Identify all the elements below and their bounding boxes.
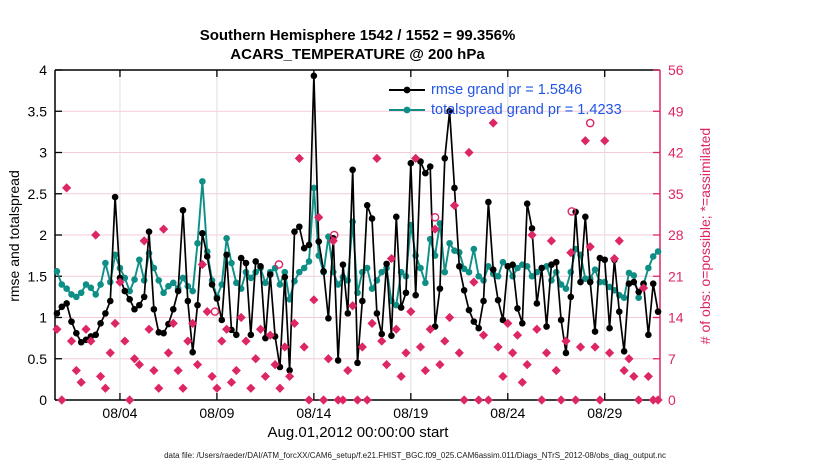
svg-text:1.5: 1.5 <box>28 268 48 284</box>
legend-item-totalspread: totalspread grand pr = 1.4233 <box>388 100 622 120</box>
svg-text:0: 0 <box>668 392 676 408</box>
data-file-caption: data file: /Users/raeder/DAI/ATM_forcXX/… <box>164 451 666 460</box>
svg-text:08/09: 08/09 <box>199 405 234 421</box>
svg-text:0.5: 0.5 <box>28 351 48 367</box>
legend-label-rmse: rmse grand pr = 1.5846 <box>431 82 583 98</box>
svg-text:0: 0 <box>39 392 47 408</box>
svg-text:2: 2 <box>39 227 47 243</box>
right-axis-label: # of obs: o=possible; *=assimilated <box>697 127 713 345</box>
figure-subtitle: ACARS_TEMPERATURE @ 200 hPa <box>230 46 485 63</box>
svg-text:49: 49 <box>668 103 684 119</box>
x-axis-label: Aug.01,2012 00:00:00 start <box>267 424 449 441</box>
left-axis-label: rmse and totalspread <box>6 170 22 302</box>
svg-text:28: 28 <box>668 227 684 243</box>
svg-text:3: 3 <box>39 145 47 161</box>
svg-text:2.5: 2.5 <box>28 186 48 202</box>
svg-text:4: 4 <box>39 62 47 78</box>
svg-text:08/24: 08/24 <box>490 405 525 421</box>
svg-text:08/29: 08/29 <box>587 405 622 421</box>
svg-text:1: 1 <box>39 310 47 326</box>
legend-label-totalspread: totalspread grand pr = 1.4233 <box>431 102 622 118</box>
rmse-line-sample-icon <box>389 86 425 94</box>
svg-text:08/04: 08/04 <box>102 405 137 421</box>
figure-title: Southern Hemisphere 1542 / 1552 = 99.356… <box>199 27 516 44</box>
svg-text:35: 35 <box>668 186 684 202</box>
legend-item-rmse: rmse grand pr = 1.5846 <box>388 80 622 100</box>
legend: rmse grand pr = 1.5846 totalspread grand… <box>388 80 622 120</box>
svg-text:3.5: 3.5 <box>28 103 48 119</box>
svg-text:14: 14 <box>668 310 684 326</box>
totalspread-line-sample-icon <box>389 106 425 114</box>
svg-text:56: 56 <box>668 62 684 78</box>
svg-text:7: 7 <box>668 351 676 367</box>
svg-text:08/19: 08/19 <box>393 405 428 421</box>
svg-text:42: 42 <box>668 145 684 161</box>
svg-text:21: 21 <box>668 268 684 284</box>
svg-text:08/14: 08/14 <box>296 405 331 421</box>
